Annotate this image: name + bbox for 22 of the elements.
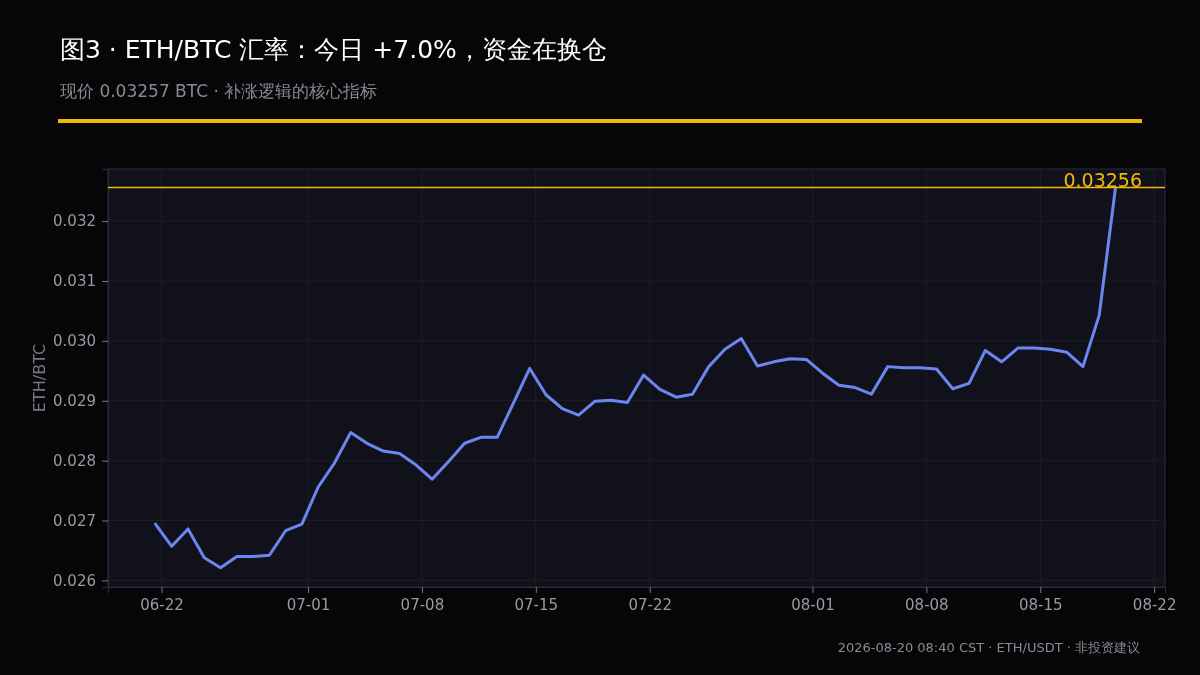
y-tick-label: 0.026 bbox=[53, 571, 96, 590]
x-tick-label: 06-22 bbox=[140, 595, 184, 614]
x-tick-label: 07-15 bbox=[514, 595, 559, 614]
x-tick-label: 08-15 bbox=[1018, 595, 1063, 614]
y-tick-label: 0.031 bbox=[53, 272, 96, 291]
x-tick-label: 07-01 bbox=[286, 595, 331, 614]
y-tick-label: 0.027 bbox=[53, 511, 96, 530]
y-axis-title: ETH/BTC bbox=[30, 343, 49, 413]
line-series bbox=[153, 186, 1118, 570]
x-tick-label: 07-22 bbox=[628, 595, 673, 614]
y-tick-label: 0.028 bbox=[53, 451, 96, 470]
x-tick-label: 08-01 bbox=[791, 595, 835, 614]
chart-title: 图3 · ETH/BTC 汇率：今日 +7.0%，资金在换仓 bbox=[60, 35, 607, 64]
x-tick-label: 08-08 bbox=[905, 595, 949, 614]
y-tick-label: 0.029 bbox=[53, 392, 96, 411]
y-tick-label: 0.032 bbox=[53, 212, 96, 231]
y-tick-label: 0.030 bbox=[53, 332, 96, 351]
chart-subtitle: 现价 0.03257 BTC · 补涨逻辑的核心指标 bbox=[60, 81, 378, 101]
text: 2026-08-20 08:40 CST · ETH/USDT · 非投资建议 bbox=[837, 640, 1140, 655]
x-tick-label: 07-08 bbox=[400, 595, 445, 614]
ref-line-label: 0.03256 bbox=[1063, 168, 1142, 191]
x-tick-label: 08-22 bbox=[1132, 595, 1177, 614]
